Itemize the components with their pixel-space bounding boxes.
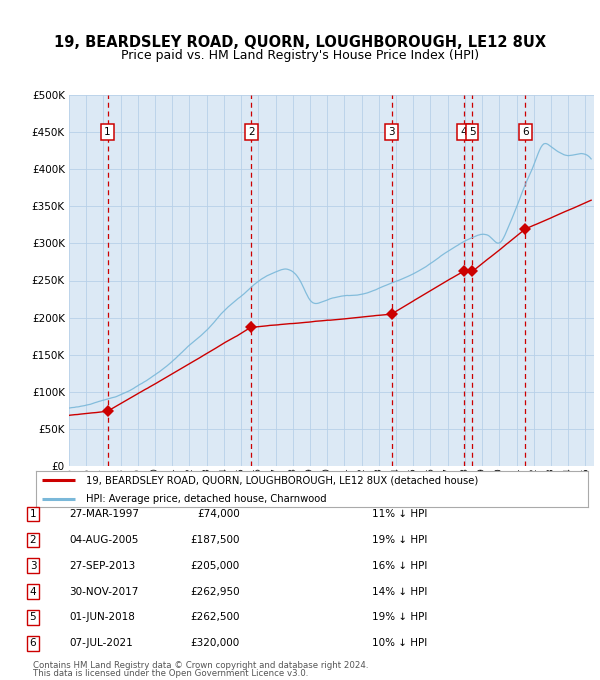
Text: £187,500: £187,500 (191, 535, 240, 545)
Text: £320,000: £320,000 (191, 639, 240, 648)
Text: 04-AUG-2005: 04-AUG-2005 (69, 535, 139, 545)
Text: £262,950: £262,950 (190, 587, 240, 596)
Text: 14% ↓ HPI: 14% ↓ HPI (372, 587, 427, 596)
Text: 2: 2 (29, 535, 37, 545)
Text: 01-JUN-2018: 01-JUN-2018 (69, 613, 135, 622)
Text: 27-SEP-2013: 27-SEP-2013 (69, 561, 135, 571)
Text: 4: 4 (460, 127, 467, 137)
Text: 5: 5 (29, 613, 37, 622)
Text: 5: 5 (469, 127, 475, 137)
Text: £205,000: £205,000 (191, 561, 240, 571)
Text: 2: 2 (248, 127, 254, 137)
Text: Contains HM Land Registry data © Crown copyright and database right 2024.: Contains HM Land Registry data © Crown c… (33, 660, 368, 670)
Text: 19% ↓ HPI: 19% ↓ HPI (372, 535, 427, 545)
Text: 16% ↓ HPI: 16% ↓ HPI (372, 561, 427, 571)
Text: 4: 4 (29, 587, 37, 596)
Text: 07-JUL-2021: 07-JUL-2021 (69, 639, 133, 648)
Text: 19, BEARDSLEY ROAD, QUORN, LOUGHBOROUGH, LE12 8UX: 19, BEARDSLEY ROAD, QUORN, LOUGHBOROUGH,… (54, 35, 546, 50)
Text: Price paid vs. HM Land Registry's House Price Index (HPI): Price paid vs. HM Land Registry's House … (121, 49, 479, 63)
Text: 1: 1 (29, 509, 37, 519)
Text: £74,000: £74,000 (197, 509, 240, 519)
Text: 11% ↓ HPI: 11% ↓ HPI (372, 509, 427, 519)
Text: HPI: Average price, detached house, Charnwood: HPI: Average price, detached house, Char… (86, 494, 326, 504)
Text: 6: 6 (522, 127, 529, 137)
Text: 19% ↓ HPI: 19% ↓ HPI (372, 613, 427, 622)
Text: 10% ↓ HPI: 10% ↓ HPI (372, 639, 427, 648)
Text: 30-NOV-2017: 30-NOV-2017 (69, 587, 139, 596)
Text: 3: 3 (29, 561, 37, 571)
Text: 1: 1 (104, 127, 111, 137)
Text: This data is licensed under the Open Government Licence v3.0.: This data is licensed under the Open Gov… (33, 668, 308, 678)
Text: 27-MAR-1997: 27-MAR-1997 (69, 509, 139, 519)
Text: 6: 6 (29, 639, 37, 648)
Text: 3: 3 (388, 127, 395, 137)
Text: £262,500: £262,500 (191, 613, 240, 622)
Text: 19, BEARDSLEY ROAD, QUORN, LOUGHBOROUGH, LE12 8UX (detached house): 19, BEARDSLEY ROAD, QUORN, LOUGHBOROUGH,… (86, 475, 478, 485)
